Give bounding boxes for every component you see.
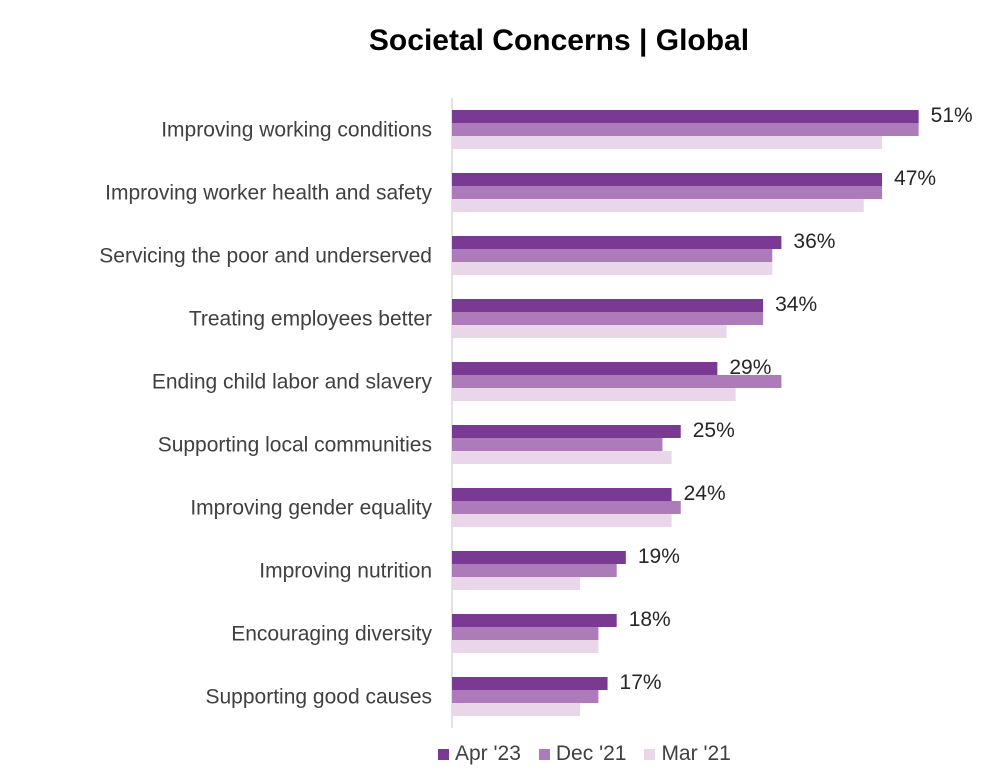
bar-mar-21-ending-child-labor-and-slavery: [452, 388, 736, 401]
bar-dec-21-treating-employees-better: [452, 312, 764, 325]
data-label-improving-worker-health-and-safety: 47%: [894, 167, 936, 190]
data-label-supporting-good-causes: 17%: [620, 671, 662, 694]
category-label-improving-worker-health-and-safety: Improving worker health and safety: [105, 182, 432, 205]
bar-dec-21-ending-child-labor-and-slavery: [452, 375, 782, 388]
data-label-treating-employees-better: 34%: [775, 293, 817, 316]
bar-apr-23-ending-child-labor-and-slavery: [452, 362, 718, 375]
bar-mar-21-treating-employees-better: [452, 325, 727, 338]
bar-apr-23-improving-nutrition: [452, 551, 626, 564]
bar-apr-23-improving-worker-health-and-safety: [452, 173, 883, 186]
legend: Apr '23 Dec '21 Mar '21: [438, 742, 749, 766]
bar-dec-21-improving-nutrition: [452, 564, 617, 577]
category-label-supporting-local-communities: Supporting local communities: [158, 434, 432, 457]
data-label-encouraging-diversity: 18%: [629, 608, 671, 631]
bar-apr-23-supporting-good-causes: [452, 677, 608, 690]
legend-swatch: [644, 748, 656, 760]
bar-mar-21-improving-gender-equality: [452, 514, 672, 527]
bar-apr-23-servicing-the-poor-and-underserved: [452, 236, 782, 249]
legend-label: Dec '21: [555, 742, 627, 765]
bar-dec-21-supporting-local-communities: [452, 438, 663, 451]
bar-dec-21-encouraging-diversity: [452, 627, 599, 640]
bar-mar-21-supporting-local-communities: [452, 451, 672, 464]
bar-dec-21-supporting-good-causes: [452, 690, 599, 703]
bar-mar-21-improving-nutrition: [452, 577, 581, 590]
data-label-ending-child-labor-and-slavery: 29%: [729, 356, 771, 379]
chart-title: Societal Concerns | Global: [368, 24, 750, 57]
legend-item-apr-23: Apr '23: [438, 742, 521, 766]
category-label-ending-child-labor-and-slavery: Ending child labor and slavery: [152, 371, 433, 394]
bar-mar-21-supporting-good-causes: [452, 703, 581, 716]
bar-mar-21-servicing-the-poor-and-underserved: [452, 262, 773, 275]
legend-swatch: [438, 748, 449, 760]
bars-layer: [452, 110, 919, 716]
data-label-improving-working-conditions: 51%: [931, 104, 973, 127]
legend-label: Apr '23: [455, 742, 521, 765]
bar-dec-21-servicing-the-poor-and-underserved: [452, 249, 773, 262]
bar-apr-23-supporting-local-communities: [452, 425, 681, 438]
data-label-improving-nutrition: 19%: [638, 545, 680, 568]
bar-dec-21-improving-gender-equality: [452, 501, 681, 514]
category-label-supporting-good-causes: Supporting good causes: [206, 686, 433, 709]
bar-mar-21-improving-working-conditions: [452, 136, 883, 149]
legend-item-mar-21: Mar '21: [644, 742, 731, 766]
bar-apr-23-improving-working-conditions: [452, 110, 919, 123]
bar-apr-23-encouraging-diversity: [452, 614, 617, 627]
data-label-servicing-the-poor-and-underserved: 36%: [793, 230, 835, 253]
bar-apr-23-improving-gender-equality: [452, 488, 672, 501]
category-label-improving-gender-equality: Improving gender equality: [190, 497, 432, 520]
legend-label: Mar '21: [661, 742, 731, 765]
bar-dec-21-improving-worker-health-and-safety: [452, 186, 883, 199]
category-label-improving-nutrition: Improving nutrition: [259, 560, 432, 583]
legend-item-dec-21: Dec '21: [538, 742, 627, 766]
category-label-treating-employees-better: Treating employees better: [189, 308, 432, 331]
category-label-servicing-the-poor-and-underserved: Servicing the poor and underserved: [99, 245, 432, 268]
bar-apr-23-treating-employees-better: [452, 299, 764, 312]
bar-mar-21-encouraging-diversity: [452, 640, 599, 653]
bar-mar-21-improving-worker-health-and-safety: [452, 199, 864, 212]
category-label-improving-working-conditions: Improving working conditions: [161, 119, 432, 142]
data-label-supporting-local-communities: 25%: [693, 419, 735, 442]
legend-swatch: [538, 748, 550, 760]
bar-dec-21-improving-working-conditions: [452, 123, 919, 136]
labels-layer: Improving working conditions 51% Improving…: [99, 104, 972, 709]
data-label-improving-gender-equality: 24%: [684, 482, 726, 505]
category-label-encouraging-diversity: Encouraging diversity: [231, 623, 432, 646]
